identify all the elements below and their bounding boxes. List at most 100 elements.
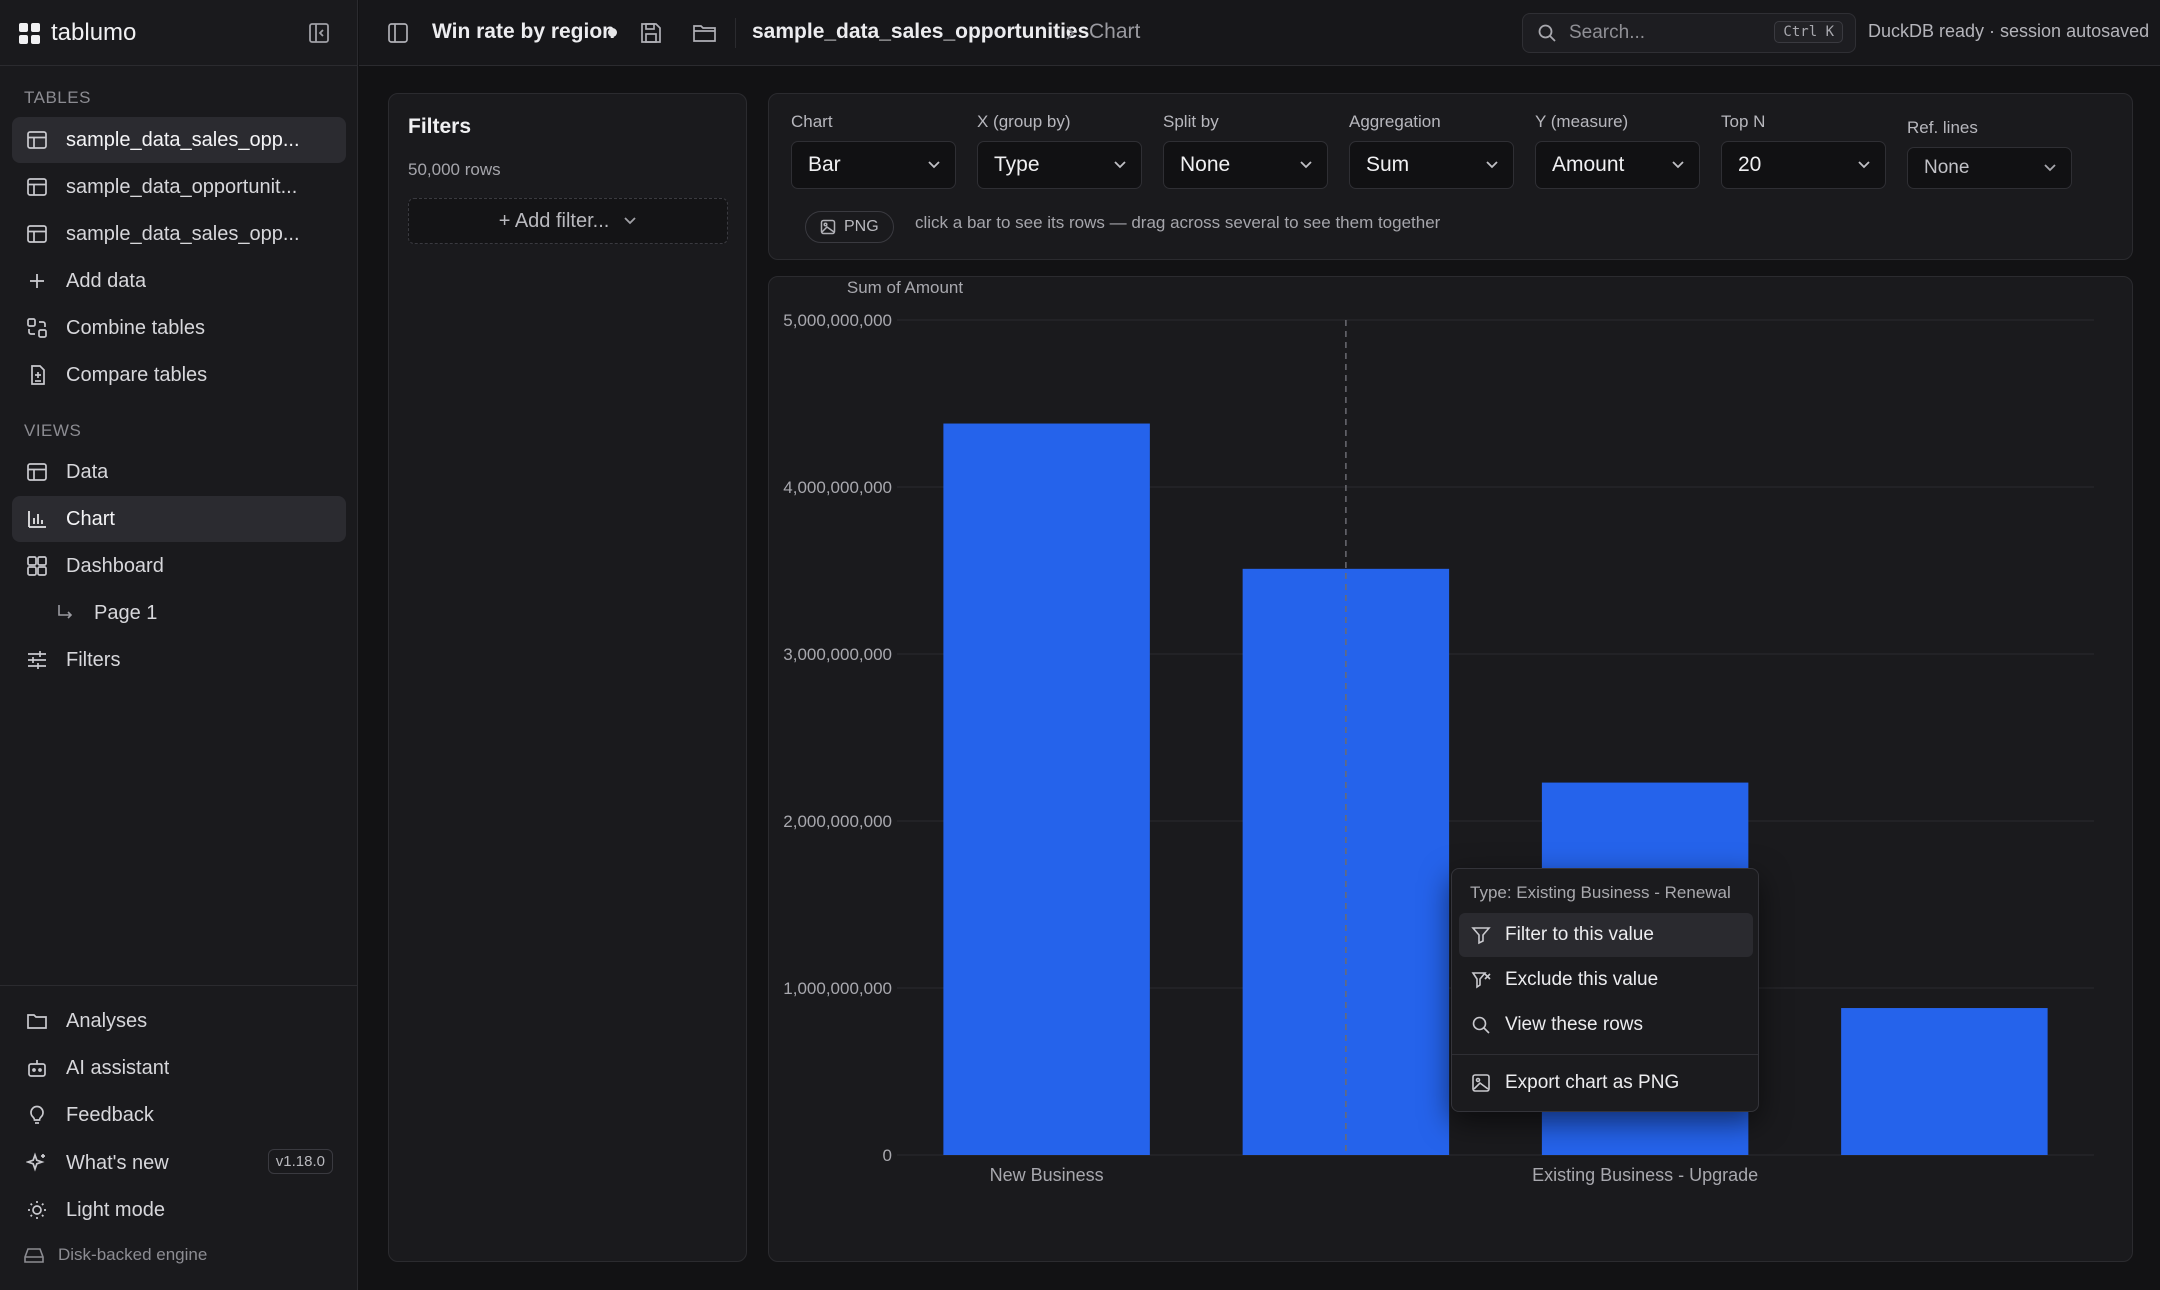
table-icon	[27, 463, 47, 481]
subitem-arrow-icon	[58, 605, 73, 619]
chart-type-label: Chart	[791, 112, 833, 131]
export-chart-item[interactable]: Export chart as PNG	[1459, 1061, 1753, 1105]
filter-to-value-item[interactable]: Filter to this value	[1459, 913, 1753, 957]
y-tick-label: 3,000,000,000	[783, 645, 892, 664]
bar-4[interactable]	[1841, 1008, 2048, 1155]
chart-type-select[interactable]: Bar	[791, 141, 956, 189]
png-export-button[interactable]: PNG	[805, 211, 894, 243]
table-name: sample_data_opportunit...	[66, 175, 298, 198]
filter-icon	[1471, 927, 1491, 945]
y-tick-label: 2,000,000,000	[783, 812, 892, 831]
add-data-button[interactable]: Add data	[12, 258, 346, 304]
document-title[interactable]: Win rate by region	[432, 20, 616, 43]
context-menu-header: Type: Existing Business - Renewal	[1470, 883, 1731, 902]
png-export-label: PNG	[844, 218, 879, 235]
aggregation-select[interactable]: Sum	[1349, 141, 1514, 189]
top-n-select[interactable]: 20	[1721, 141, 1886, 189]
chevron-down-icon	[928, 161, 940, 169]
analyses-button[interactable]: Analyses	[12, 998, 346, 1044]
y-tick-label: 5,000,000,000	[783, 311, 892, 330]
topbar-divider	[735, 18, 736, 48]
ref-lines-select[interactable]: None	[1907, 147, 2072, 189]
robot-icon	[28, 1060, 46, 1077]
brand-header: tablumo	[0, 0, 358, 66]
combine-tables-button[interactable]: Combine tables	[12, 305, 346, 351]
chevron-down-icon	[1114, 161, 1126, 169]
plus-icon	[30, 274, 44, 288]
sidebar-item-filters[interactable]: Filters	[12, 637, 346, 683]
whats-new-button[interactable]: What's new	[12, 1140, 346, 1186]
y-measure-select[interactable]: Amount	[1535, 141, 1700, 189]
compare-icon	[31, 365, 45, 385]
sliders-icon	[28, 651, 46, 669]
x-axis-label: X (group by)	[977, 112, 1071, 131]
sidebar: tablumo TABLES sample_data_sales_opp... …	[0, 0, 358, 1290]
sidebar-item-dashboard[interactable]: Dashboard	[12, 543, 346, 589]
y-measure-control: Y (measure) Amount	[1535, 112, 1700, 189]
unsaved-indicator	[608, 28, 617, 37]
folder-icon	[27, 1014, 47, 1029]
light-mode-toggle[interactable]: Light mode	[12, 1187, 346, 1233]
ai-assistant-label: AI assistant	[66, 1056, 170, 1079]
chevron-down-icon	[624, 217, 636, 225]
engine-status: Disk-backed engine	[24, 1245, 207, 1265]
image-export-icon	[1472, 1074, 1490, 1092]
sidebar-item-data[interactable]: Data	[12, 449, 346, 495]
sidebar-item-chart[interactable]: Chart	[12, 496, 346, 542]
breadcrumb-view: Chart	[1089, 20, 1141, 43]
collapse-sidebar-icon[interactable]	[308, 22, 330, 44]
table-icon	[27, 225, 47, 243]
chevron-down-icon	[2044, 164, 2056, 172]
chevron-down-icon	[1672, 161, 1684, 169]
ai-assistant-button[interactable]: AI assistant	[12, 1045, 346, 1091]
sparkle-icon	[26, 1152, 45, 1172]
chevron-down-icon	[1486, 161, 1498, 169]
table-icon	[27, 131, 47, 149]
app-name: tablumo	[51, 19, 137, 46]
filter-exclude-icon	[1471, 972, 1491, 989]
split-by-control: Split by None	[1163, 112, 1328, 189]
search-icon	[1472, 1016, 1490, 1034]
app-logo-icon	[19, 23, 40, 44]
aggregation-control: Aggregation Sum	[1349, 112, 1514, 189]
toggle-sidebar-icon[interactable]	[387, 22, 409, 44]
open-folder-icon[interactable]	[692, 21, 718, 45]
ref-lines-label: Ref. lines	[1907, 118, 1978, 137]
sidebar-table-1[interactable]: sample_data_sales_opp...	[12, 117, 346, 163]
bar-1[interactable]	[943, 423, 1150, 1155]
sidebar-table-3[interactable]: sample_data_sales_opp...	[12, 211, 346, 257]
row-count: 50,000 rows	[408, 160, 501, 179]
add-filter-button[interactable]: + Add filter...	[408, 198, 728, 244]
feedback-button[interactable]: Feedback	[12, 1092, 346, 1138]
filter-to-value-label: Filter to this value	[1505, 924, 1654, 945]
add-filter-label: + Add filter...	[498, 209, 610, 232]
sidebar-item-page-1[interactable]: Page 1	[40, 590, 346, 636]
analyses-label: Analyses	[66, 1009, 148, 1032]
compare-tables-button[interactable]: Compare tables	[12, 352, 346, 398]
breadcrumb-table[interactable]: sample_data_sales_opportunities	[752, 20, 1090, 43]
export-chart-label: Export chart as PNG	[1505, 1072, 1680, 1093]
sidebar-divider	[0, 985, 358, 986]
top-n-value: 20	[1738, 153, 1762, 176]
search-bar[interactable]: Search... Ctrl K	[1522, 13, 1856, 53]
y-measure-value: Amount	[1552, 153, 1625, 176]
filters-panel: Filters 50,000 rows + Add filter...	[388, 93, 747, 1262]
split-by-select[interactable]: None	[1163, 141, 1328, 189]
sidebar-table-2[interactable]: sample_data_opportunit...	[12, 164, 346, 210]
save-icon[interactable]	[639, 21, 663, 45]
table-icon	[27, 178, 47, 196]
chart-hint: click a bar to see its rows — drag acros…	[915, 213, 1441, 232]
filters-title: Filters	[408, 115, 472, 138]
combine-icon	[27, 318, 47, 338]
exclude-value-item[interactable]: Exclude this value	[1459, 958, 1753, 1002]
add-data-label: Add data	[66, 269, 147, 292]
y-measure-label: Y (measure)	[1535, 112, 1629, 131]
exclude-value-label: Exclude this value	[1505, 969, 1659, 990]
compare-tables-label: Compare tables	[66, 363, 208, 386]
view-rows-item[interactable]: View these rows	[1459, 1003, 1753, 1047]
chart-panel: Sum of Amount 0 1,000,000,000 2,000,000,000…	[768, 276, 2133, 1262]
search-shortcut: Ctrl K	[1774, 21, 1843, 43]
x-axis-select[interactable]: Type	[977, 141, 1142, 189]
y-axis-title: Sum of Amount	[847, 278, 964, 297]
chart-config-panel: Chart Bar X (group by) Type Split by Non…	[768, 93, 2133, 260]
